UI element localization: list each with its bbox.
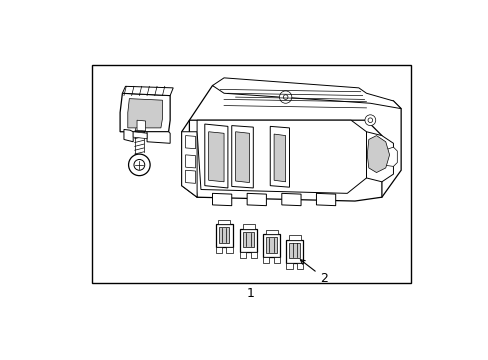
Text: 1: 1 (246, 287, 254, 300)
Polygon shape (265, 230, 277, 234)
Polygon shape (204, 124, 227, 188)
Circle shape (279, 91, 291, 103)
Polygon shape (212, 78, 400, 109)
Circle shape (364, 115, 375, 126)
Polygon shape (286, 263, 292, 269)
Polygon shape (215, 224, 232, 247)
Polygon shape (381, 147, 396, 166)
Polygon shape (215, 247, 221, 253)
Polygon shape (263, 234, 280, 257)
Polygon shape (137, 120, 145, 131)
Polygon shape (147, 132, 170, 143)
Polygon shape (122, 86, 173, 95)
Polygon shape (274, 257, 280, 264)
Polygon shape (274, 134, 285, 182)
Polygon shape (240, 252, 246, 258)
Circle shape (128, 154, 150, 176)
Polygon shape (218, 220, 230, 224)
Polygon shape (235, 132, 249, 183)
Circle shape (134, 159, 144, 170)
Polygon shape (297, 263, 303, 269)
Polygon shape (286, 239, 303, 263)
Polygon shape (263, 257, 269, 264)
Polygon shape (289, 243, 300, 258)
Polygon shape (250, 252, 257, 258)
Polygon shape (242, 224, 254, 229)
Polygon shape (366, 136, 389, 172)
Polygon shape (182, 86, 400, 197)
Polygon shape (281, 193, 301, 206)
Polygon shape (270, 126, 289, 187)
Polygon shape (212, 193, 231, 206)
Polygon shape (288, 235, 301, 239)
Polygon shape (218, 227, 229, 243)
Polygon shape (208, 132, 224, 182)
Text: 2: 2 (300, 260, 327, 284)
Polygon shape (366, 132, 393, 182)
Polygon shape (185, 170, 195, 183)
Polygon shape (127, 99, 162, 128)
Polygon shape (246, 193, 266, 206)
Polygon shape (182, 132, 197, 197)
Polygon shape (243, 232, 254, 247)
Circle shape (283, 95, 287, 99)
Polygon shape (185, 136, 195, 149)
Polygon shape (266, 237, 277, 253)
Circle shape (367, 118, 372, 122)
Bar (91, 65, 410, 283)
Polygon shape (231, 126, 253, 188)
Polygon shape (226, 247, 232, 253)
Polygon shape (185, 155, 195, 168)
Polygon shape (120, 93, 170, 132)
Polygon shape (123, 130, 133, 142)
Polygon shape (189, 120, 381, 201)
Polygon shape (316, 193, 335, 206)
Polygon shape (197, 120, 366, 193)
Polygon shape (240, 229, 257, 252)
Polygon shape (133, 132, 147, 139)
